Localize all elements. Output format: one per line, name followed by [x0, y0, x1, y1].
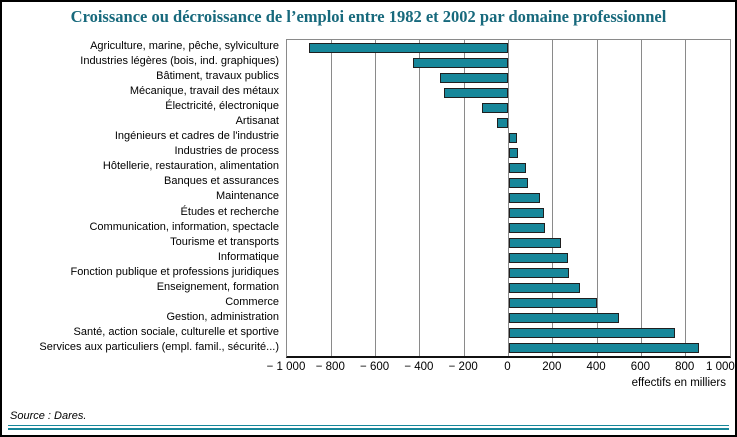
category-label: Enseignement, formation: [156, 280, 279, 293]
x-tick-label: − 400: [404, 361, 434, 373]
category-label: Électricité, électronique: [165, 100, 279, 113]
category-label: Ingénieurs et cadres de l'industrie: [114, 130, 279, 143]
bar: [508, 147, 519, 158]
bar: [508, 132, 518, 143]
x-tick-label: − 1 000: [266, 361, 306, 373]
x-tick-label: − 600: [360, 361, 390, 373]
category-label: Tourisme et transports: [170, 235, 279, 248]
bar: [413, 57, 509, 68]
plot-area: [286, 39, 731, 358]
bar: [508, 177, 529, 188]
gridline: [596, 40, 598, 356]
gridline: [330, 40, 332, 356]
category-label: Artisanat: [235, 115, 279, 128]
category-label: Banques et assurances: [164, 175, 279, 188]
bar: [508, 343, 699, 354]
category-label: Informatique: [217, 250, 279, 263]
bar: [481, 102, 509, 113]
x-tick-label: − 200: [448, 361, 478, 373]
bar: [439, 72, 509, 83]
gridline: [375, 40, 377, 356]
bar: [444, 87, 509, 98]
bar: [508, 298, 598, 309]
category-labels: Agriculture, marine, pêche, sylviculture…: [2, 39, 282, 355]
chart-title: Croissance ou décroissance de l’emploi e…: [70, 7, 667, 26]
bar: [508, 268, 570, 279]
x-tick-label: 1 000: [705, 361, 735, 373]
category-label: Communication, information, spectacle: [89, 220, 279, 233]
bottom-double-rule: [8, 425, 729, 430]
category-label: Commerce: [225, 295, 279, 308]
bar: [508, 162, 527, 173]
x-axis-ticks: − 1 000 − 800 − 600 − 400 − 200 0 200 400 600 800…: [267, 361, 735, 375]
bar: [497, 117, 509, 128]
source-note: Source : Dares.: [10, 410, 87, 422]
category-label: Services aux particuliers (empl. famil.,…: [39, 340, 279, 353]
bar: [508, 223, 546, 234]
bar: [508, 313, 620, 324]
bar: [309, 42, 509, 53]
gridline: [463, 40, 465, 356]
x-tick-label: 800: [675, 361, 695, 373]
bar: [508, 283, 581, 294]
category-label: Industries de process: [174, 145, 279, 158]
gridline: [552, 40, 554, 356]
x-tick-label: 200: [542, 361, 562, 373]
bar: [508, 208, 544, 219]
gridline: [419, 40, 421, 356]
category-label: Études et recherche: [180, 205, 279, 218]
bar: [508, 238, 561, 249]
category-label: Fonction publique et professions juridiq…: [70, 265, 279, 278]
category-label: Agriculture, marine, pêche, sylviculture: [90, 40, 279, 53]
x-tick-label: 600: [630, 361, 650, 373]
bar: [508, 328, 675, 339]
category-label: Gestion, administration: [166, 310, 280, 323]
category-label: Hôtellerie, restauration, alimentation: [102, 160, 279, 173]
x-tick-label: 0: [504, 361, 511, 373]
x-tick-label: − 800: [315, 361, 345, 373]
category-label: Industries légères (bois, ind. graphique…: [80, 55, 279, 68]
category-label: Santé, action sociale, culturelle et spo…: [73, 325, 279, 338]
gridline: [640, 40, 642, 356]
bar: [508, 193, 540, 203]
axis-unit-label: effectifs en milliers: [631, 377, 726, 389]
gridline: [685, 40, 687, 356]
category-label: Mécanique, travail des métaux: [129, 85, 279, 98]
category-label: Bâtiment, travaux publics: [156, 70, 279, 83]
x-tick-label: 400: [586, 361, 606, 373]
category-label: Maintenance: [216, 190, 279, 203]
bar: [508, 253, 569, 264]
